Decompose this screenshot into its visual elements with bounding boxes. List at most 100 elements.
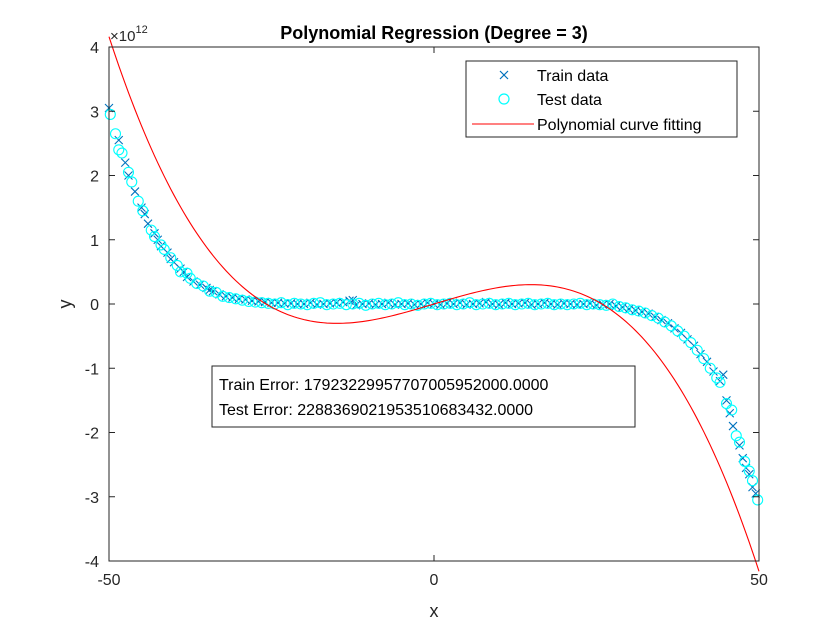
test-data-point — [730, 430, 742, 442]
test-data-point — [334, 297, 346, 309]
legend-label-test: Test data — [537, 92, 602, 109]
legend-marker-train — [499, 70, 509, 80]
test-data-point — [386, 298, 398, 310]
test-data-point — [288, 297, 300, 309]
test-data-point — [678, 330, 690, 342]
test-data-point — [685, 336, 697, 349]
test-data-point — [613, 301, 625, 313]
test-data-point — [256, 297, 268, 309]
test-data-point — [379, 299, 391, 311]
test-data-point — [733, 436, 746, 448]
train-error-text: Train Error: 17923229957707005952000.000… — [219, 377, 549, 394]
train-data-point — [618, 302, 627, 312]
test-data-point — [392, 297, 404, 309]
test-data-point — [652, 312, 664, 324]
train-data-point — [637, 307, 647, 317]
test-data-point — [561, 299, 573, 311]
test-data-point — [594, 299, 606, 311]
test-data-point — [275, 297, 287, 309]
train-data-point — [744, 469, 754, 479]
test-data-point — [145, 224, 157, 236]
test-data-point — [496, 298, 508, 310]
test-data-point — [568, 298, 580, 310]
test-data-point — [464, 297, 476, 309]
y-axis-label: y — [55, 300, 75, 309]
test-data-point — [600, 299, 612, 311]
test-data-point — [646, 310, 658, 322]
test-data-point — [137, 205, 149, 217]
test-data-point — [405, 298, 417, 310]
test-data-point — [529, 299, 541, 311]
test-data-point — [574, 297, 586, 309]
test-data-point — [210, 286, 222, 298]
test-data-point — [116, 147, 128, 159]
test-data-point — [752, 494, 764, 506]
y-exponent-power: 12 — [135, 24, 147, 36]
train-data-point — [728, 421, 738, 431]
y-tick-label: -3 — [85, 490, 99, 507]
test-data-point — [308, 297, 320, 309]
y-exponent-base: ×10 — [110, 28, 135, 45]
y-tick-label: 3 — [90, 104, 99, 121]
train-data-point — [722, 395, 731, 405]
legend-entry-curve: Polynomial curve fitting — [472, 117, 702, 134]
test-data-point — [223, 292, 235, 304]
x-tick-label: 0 — [430, 572, 439, 589]
train-data-point — [585, 298, 595, 308]
test-data-point — [639, 307, 651, 319]
x-axis-label: x — [430, 601, 439, 621]
test-data-point — [191, 277, 203, 289]
train-data-point — [120, 158, 130, 168]
legend-marker-test — [498, 93, 510, 105]
test-data-point — [698, 353, 710, 365]
test-data-point — [230, 293, 242, 305]
train-data-point — [114, 135, 124, 145]
chart-title: Polynomial Regression (Degree = 3) — [280, 23, 588, 43]
test-data-point — [509, 299, 521, 311]
legend-entry-test: Test data — [498, 92, 602, 109]
test-data-point — [726, 404, 738, 416]
test-data-point — [490, 299, 502, 311]
y-tick-label: 1 — [90, 233, 99, 250]
test-data-point — [691, 344, 703, 356]
test-data-point — [581, 299, 593, 311]
test-data-point — [321, 299, 333, 311]
test-error-text: Test Error: 2288369021953510683432.0000 — [219, 402, 533, 419]
train-data-point — [195, 280, 205, 290]
test-data-point — [347, 298, 359, 310]
test-data-point — [516, 298, 528, 310]
train-data-point — [650, 312, 660, 322]
train-data-point — [280, 298, 289, 308]
test-data-point — [470, 299, 482, 311]
test-data-point — [542, 297, 554, 309]
train-data-point — [293, 299, 302, 309]
test-data-point — [483, 297, 495, 309]
test-data-point — [109, 128, 122, 140]
test-data-point — [739, 455, 751, 467]
test-data-point — [132, 195, 144, 207]
test-data-point — [373, 297, 385, 309]
test-data-point — [366, 298, 378, 310]
test-data-point — [236, 294, 248, 306]
test-data-point — [438, 298, 450, 310]
train-data-point — [143, 219, 153, 229]
test-data-point — [171, 259, 183, 272]
y-tick-label: -1 — [85, 361, 99, 378]
test-data-point — [148, 230, 161, 243]
test-data-point — [659, 316, 671, 328]
test-data-point — [122, 166, 135, 178]
train-data-point — [751, 489, 761, 498]
test-data-point — [743, 465, 755, 477]
train-data-point — [520, 298, 530, 308]
test-data-point — [301, 299, 313, 311]
test-data-point — [714, 376, 726, 388]
test-data-point — [113, 144, 125, 156]
test-data-point — [503, 297, 515, 309]
test-data-point — [704, 362, 716, 374]
data-marks — [104, 36, 764, 572]
polynomial-fit-curve — [108, 36, 760, 572]
test-data-point — [158, 243, 170, 255]
legend-label-train: Train data — [537, 68, 609, 85]
y-tick-label: 0 — [90, 297, 99, 314]
train-data-point — [494, 300, 504, 310]
